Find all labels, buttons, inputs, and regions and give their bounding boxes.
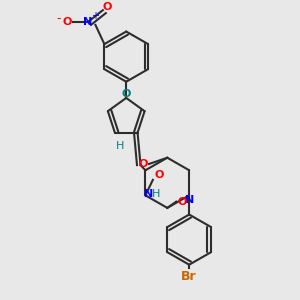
Text: N: N xyxy=(83,17,93,27)
Text: N: N xyxy=(144,189,153,199)
Text: O: O xyxy=(178,196,187,207)
Text: O: O xyxy=(154,170,164,180)
Text: O: O xyxy=(103,2,112,12)
Text: O: O xyxy=(138,159,148,169)
Text: O: O xyxy=(122,88,131,98)
Text: H: H xyxy=(116,141,124,151)
Text: +: + xyxy=(92,11,99,21)
Text: N: N xyxy=(184,195,194,205)
Text: O: O xyxy=(62,17,72,27)
Text: -: - xyxy=(56,13,61,26)
Text: Br: Br xyxy=(182,270,197,283)
Text: H: H xyxy=(152,189,160,199)
